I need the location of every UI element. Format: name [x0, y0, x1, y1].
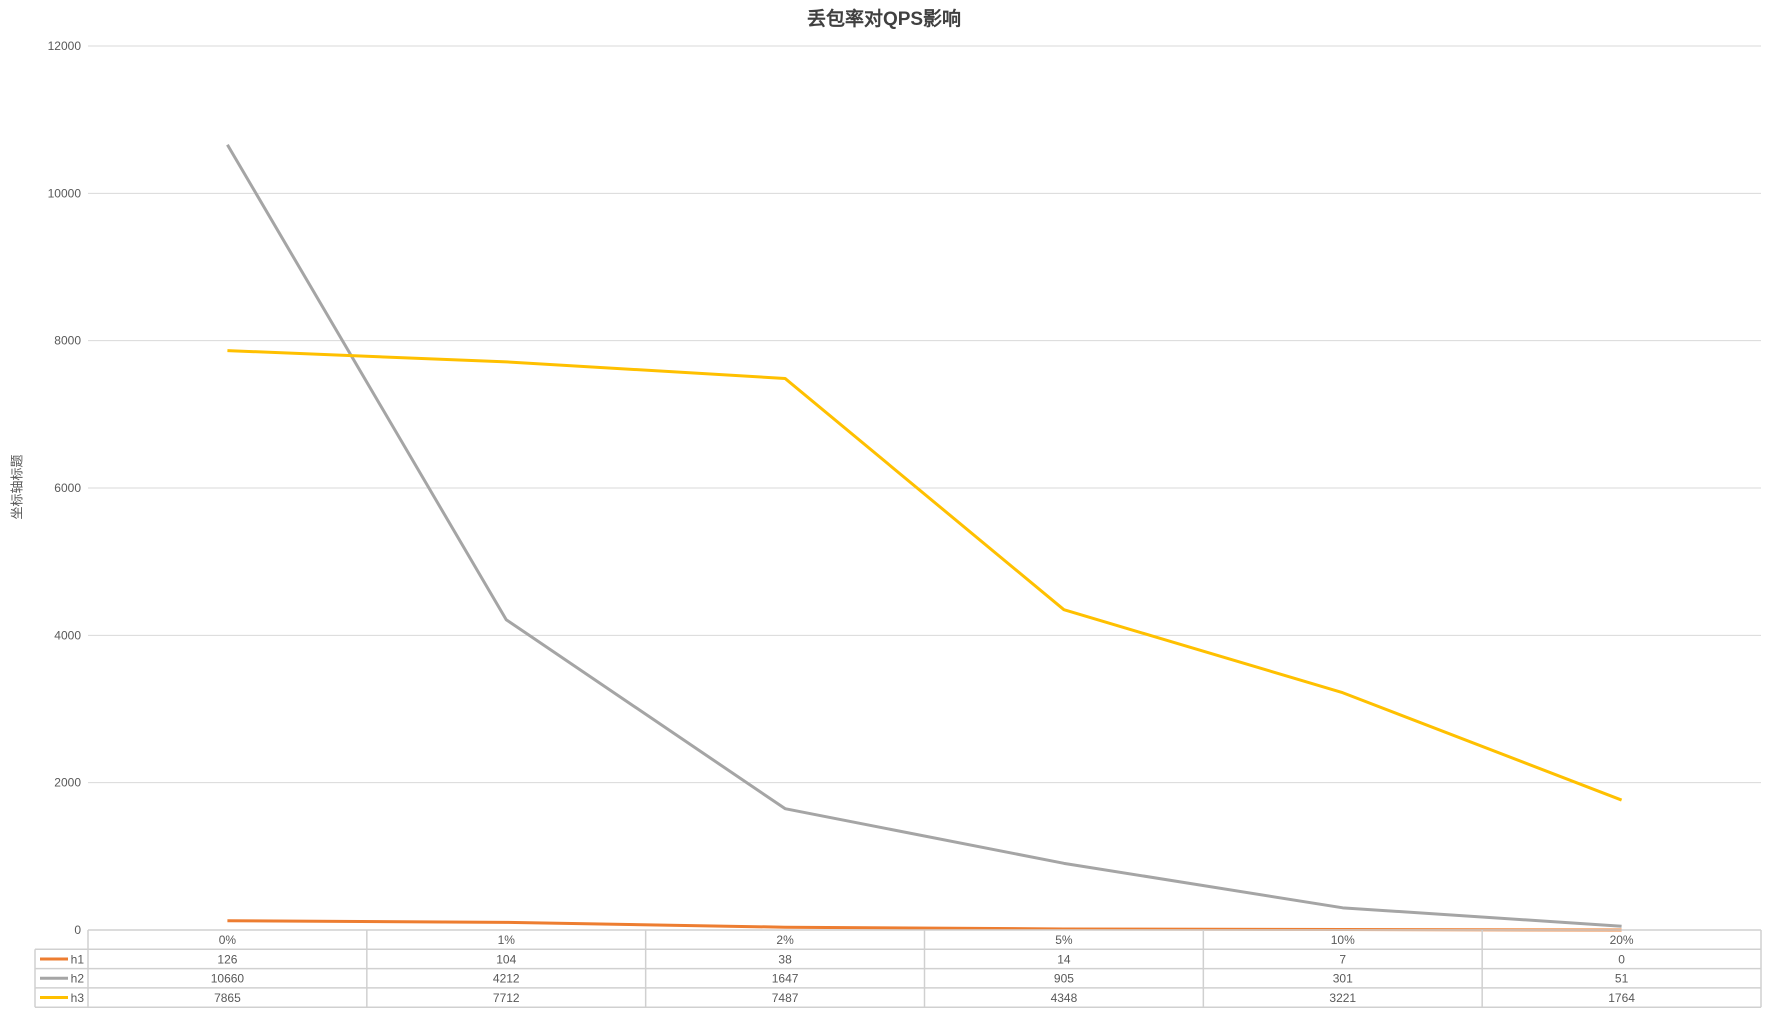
- y-tick-label: 2000: [54, 776, 81, 790]
- x-category-label: 1%: [498, 933, 516, 947]
- legend-label-h1: h1: [71, 952, 85, 966]
- data-table-value: 3221: [1329, 991, 1356, 1005]
- data-table-value: 7712: [493, 991, 520, 1005]
- x-category-label: 2%: [776, 933, 794, 947]
- y-tick-label: 12000: [48, 39, 82, 53]
- data-table-value: 104: [496, 952, 516, 966]
- series-line-h3: [227, 349, 1623, 802]
- series-line-h2: [226, 143, 1622, 928]
- data-table-value: 0: [1618, 952, 1625, 966]
- data-table-value: 301: [1333, 972, 1353, 986]
- chart-title: 丢包率对QPS影响: [806, 9, 962, 30]
- data-table-value: 7487: [772, 991, 799, 1005]
- x-category-label: 5%: [1055, 933, 1073, 947]
- x-category-label: 10%: [1331, 933, 1355, 947]
- data-table-value: 10660: [211, 972, 245, 986]
- legend-label-h2: h2: [71, 972, 85, 986]
- y-tick-label: 10000: [48, 186, 82, 200]
- series-line-h1: [227, 919, 1622, 932]
- data-table-value: 7865: [214, 991, 241, 1005]
- data-table-value: 905: [1054, 972, 1074, 986]
- data-table-value: 1764: [1608, 991, 1635, 1005]
- data-table-value: 126: [217, 952, 237, 966]
- y-tick-label: 4000: [54, 628, 81, 642]
- x-category-label: 20%: [1610, 933, 1634, 947]
- y-tick-label: 6000: [54, 481, 81, 495]
- data-table-value: 7: [1339, 952, 1346, 966]
- y-tick-label: 0: [74, 923, 81, 937]
- data-table-value: 38: [778, 952, 792, 966]
- data-table-value: 4212: [493, 972, 520, 986]
- data-table-value: 4348: [1051, 991, 1078, 1005]
- data-table-value: 51: [1615, 972, 1629, 986]
- y-tick-label: 8000: [54, 334, 81, 348]
- legend-label-h3: h3: [71, 991, 85, 1005]
- data-table-value: 14: [1057, 952, 1071, 966]
- x-category-label: 0%: [219, 933, 237, 947]
- data-table-value: 1647: [772, 972, 799, 986]
